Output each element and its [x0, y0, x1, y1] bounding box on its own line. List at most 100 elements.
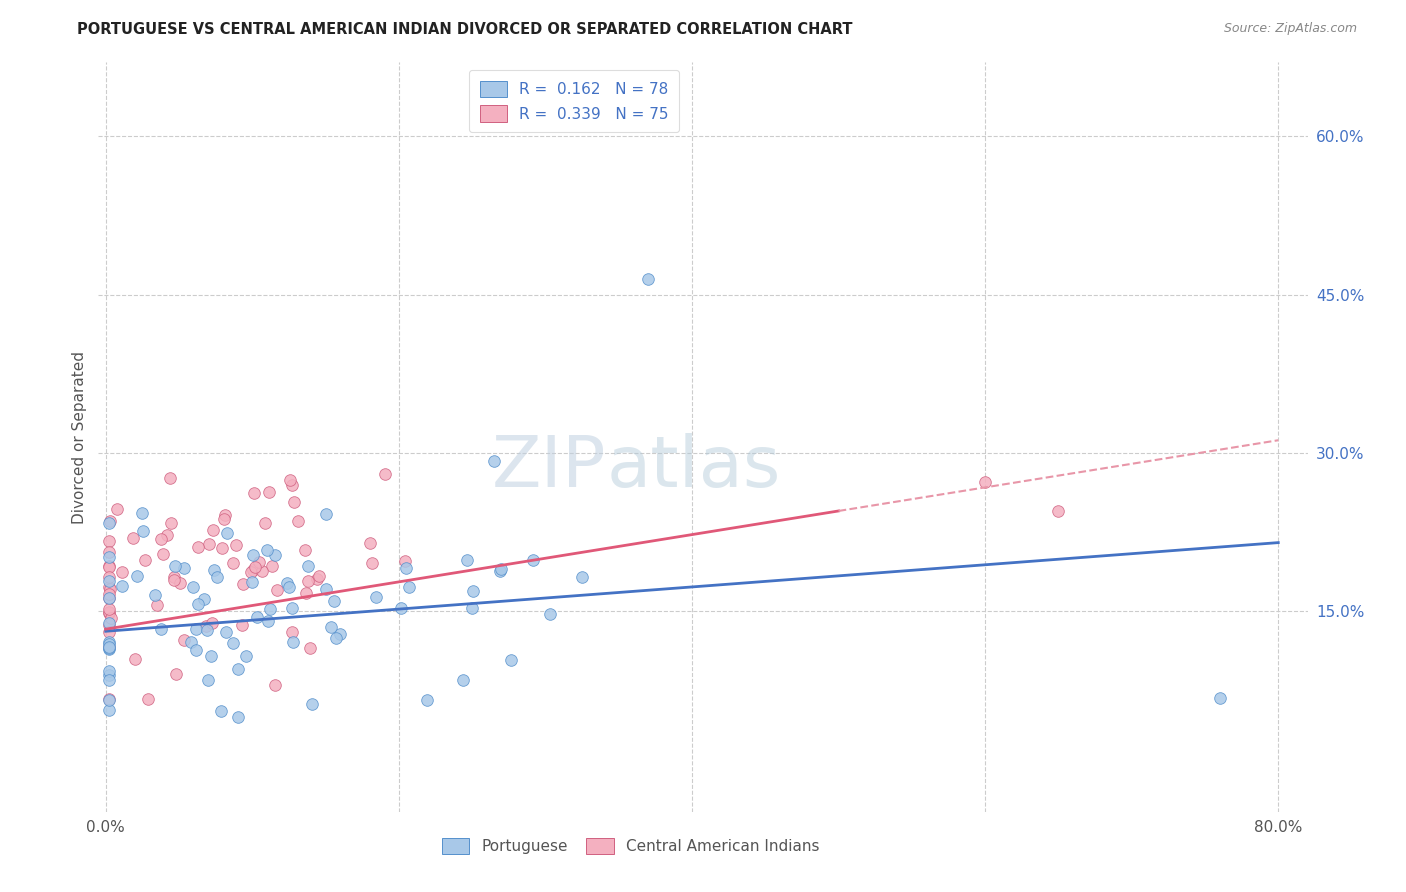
Point — [243, 485, 266, 500]
Point — [97, 587, 120, 601]
Point — [451, 673, 474, 688]
Point — [97, 605, 120, 619]
Point — [163, 573, 186, 587]
Point — [97, 624, 120, 639]
Point — [97, 534, 120, 549]
Point — [165, 667, 187, 681]
Point — [228, 662, 250, 676]
Point — [395, 561, 418, 575]
Point — [257, 484, 280, 499]
Point — [214, 508, 236, 522]
Point — [491, 561, 513, 575]
Point — [98, 514, 121, 528]
Point — [187, 540, 209, 554]
Point — [256, 542, 278, 557]
Point — [283, 495, 305, 509]
Point — [461, 584, 484, 599]
Point — [359, 536, 381, 550]
Point — [266, 583, 288, 598]
Point — [215, 625, 238, 640]
Point — [134, 553, 156, 567]
Point — [97, 637, 120, 651]
Point — [398, 580, 420, 594]
Point — [125, 569, 148, 583]
Point — [156, 528, 179, 542]
Point — [538, 607, 561, 621]
Point — [394, 554, 416, 568]
Point — [97, 591, 120, 605]
Point — [184, 643, 207, 657]
Point — [97, 640, 120, 654]
Point — [202, 563, 225, 577]
Point — [315, 507, 337, 521]
Legend: Portuguese, Central American Indians: Portuguese, Central American Indians — [436, 831, 825, 860]
Point — [325, 631, 347, 645]
Point — [97, 516, 120, 530]
Point — [97, 616, 120, 631]
Point — [276, 576, 298, 591]
Point — [231, 618, 253, 632]
Point — [150, 532, 173, 546]
Point — [364, 590, 387, 604]
Point — [280, 478, 302, 492]
Point — [111, 566, 134, 580]
Text: Source: ZipAtlas.com: Source: ZipAtlas.com — [1223, 22, 1357, 36]
Point — [361, 556, 384, 570]
Point — [97, 665, 120, 679]
Point — [260, 559, 283, 574]
Point — [97, 693, 120, 707]
Point — [97, 703, 120, 717]
Point — [217, 526, 239, 541]
Point — [122, 531, 145, 545]
Point — [194, 619, 217, 633]
Point — [281, 600, 304, 615]
Point — [308, 569, 330, 583]
Point — [136, 692, 159, 706]
Point — [97, 640, 120, 655]
Point — [202, 523, 225, 537]
Point — [222, 557, 245, 571]
Point — [169, 575, 191, 590]
Point — [97, 673, 120, 687]
Point — [299, 641, 322, 656]
Point — [294, 586, 316, 600]
Point — [235, 648, 257, 663]
Point — [145, 598, 167, 612]
Point — [195, 623, 218, 637]
Point — [97, 591, 120, 606]
Point — [97, 549, 120, 564]
Point — [278, 580, 301, 594]
Point — [250, 564, 273, 578]
Point — [160, 516, 183, 530]
Point — [97, 580, 120, 594]
Point — [281, 624, 304, 639]
Point — [124, 652, 146, 666]
Point — [97, 602, 120, 616]
Point — [301, 697, 323, 711]
Point — [240, 566, 263, 580]
Point — [159, 471, 181, 485]
Text: PORTUGUESE VS CENTRAL AMERICAN INDIAN DIVORCED OR SEPARATED CORRELATION CHART: PORTUGUESE VS CENTRAL AMERICAN INDIAN DI… — [77, 22, 853, 37]
Point — [143, 588, 166, 602]
Point — [1047, 504, 1070, 518]
Point — [97, 606, 120, 620]
Point — [484, 454, 506, 468]
Point — [97, 560, 120, 574]
Point — [307, 572, 329, 586]
Point — [111, 579, 134, 593]
Point — [416, 692, 439, 706]
Y-axis label: Divorced or Separated: Divorced or Separated — [72, 351, 87, 524]
Point — [187, 598, 209, 612]
Point — [489, 564, 512, 578]
Point — [173, 633, 195, 648]
Point — [243, 560, 266, 574]
Point — [391, 600, 413, 615]
Point — [322, 594, 344, 608]
Point — [319, 620, 342, 634]
Point — [131, 506, 153, 520]
Point — [287, 514, 309, 528]
Point — [152, 548, 174, 562]
Point — [97, 574, 120, 588]
Point — [222, 635, 245, 649]
Point — [105, 502, 128, 516]
